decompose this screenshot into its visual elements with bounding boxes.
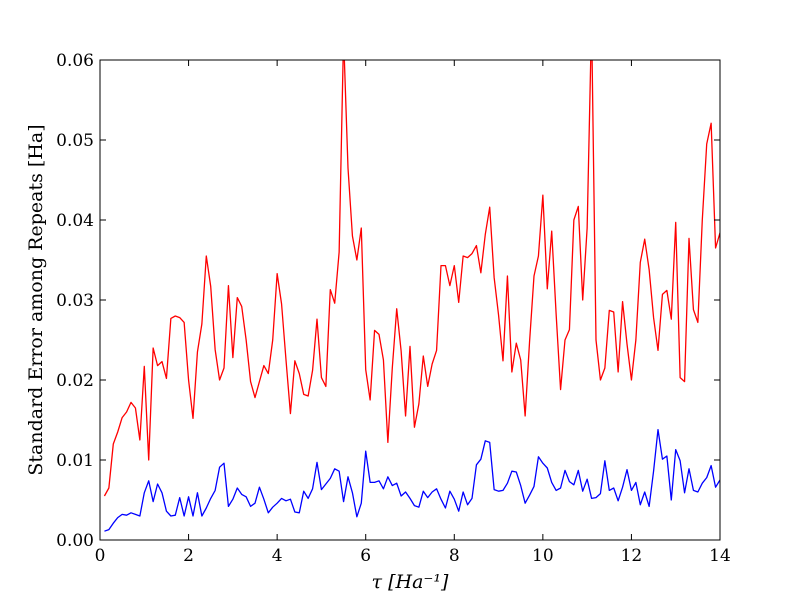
y-axis-ticks: 0.00 0.01 0.02 0.03 0.04 0.05 0.06 xyxy=(56,51,720,551)
y-tick-label: 0.06 xyxy=(56,51,94,71)
series-line-blue xyxy=(104,428,720,532)
plot-area-frame xyxy=(99,59,721,541)
y-tick-label: 0.01 xyxy=(56,451,94,471)
x-tick-label: 4 xyxy=(272,546,283,566)
series-layer xyxy=(103,60,720,532)
x-tick-label: 0 xyxy=(95,546,106,566)
y-tick-label: 0.03 xyxy=(56,291,94,311)
x-tick-label: 10 xyxy=(532,546,554,566)
x-axis-ticks: 0 2 4 6 8 10 12 14 xyxy=(95,60,731,566)
y-tick-label: 0.05 xyxy=(56,131,94,151)
x-axis-label: τ [Ha⁻¹] xyxy=(372,571,450,593)
series-line-red xyxy=(103,60,720,497)
x-tick-label: 8 xyxy=(449,546,460,566)
y-tick-label: 0.00 xyxy=(56,531,94,551)
x-tick-label: 12 xyxy=(621,546,643,566)
x-tick-label: 2 xyxy=(183,546,194,566)
y-tick-label: 0.02 xyxy=(56,371,94,391)
x-tick-label: 6 xyxy=(360,546,371,566)
x-tick-label: 14 xyxy=(709,546,731,566)
y-axis-label: Standard Error among Repeats [Ha] xyxy=(25,124,47,475)
y-tick-label: 0.04 xyxy=(56,211,94,231)
